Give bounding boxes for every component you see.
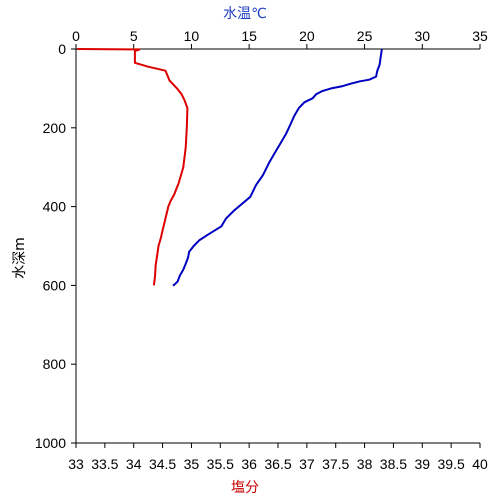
salinity-tick-label: 37.5 bbox=[322, 456, 349, 472]
depth-axis-title: 水深m bbox=[12, 237, 28, 279]
salinity-tick-label: 34.5 bbox=[149, 456, 176, 472]
depth-tick-label: 600 bbox=[43, 277, 67, 293]
salinity-tick-label: 39.5 bbox=[438, 456, 465, 472]
depth-tick-label: 0 bbox=[58, 41, 66, 57]
salinity-tick-label: 38 bbox=[357, 456, 373, 472]
salinity-tick-label: 40 bbox=[472, 456, 488, 472]
temperature-line bbox=[172, 48, 383, 287]
salinity-tick-label: 38.5 bbox=[380, 456, 407, 472]
salinity-tick-label: 36.5 bbox=[264, 456, 291, 472]
salinity-tick-label: 33.5 bbox=[91, 456, 118, 472]
temp-tick-label: 30 bbox=[414, 28, 430, 44]
salinity-tick-label: 33 bbox=[68, 456, 84, 472]
tick-labels: 0 5 10 15 20 25 30 35 33 33.5 34 34.5 35 35.5 36 36.5 37… bbox=[35, 28, 488, 472]
axes bbox=[75, 48, 480, 444]
salinity-tick-label: 35.5 bbox=[207, 456, 234, 472]
depth-tick-label: 800 bbox=[43, 356, 67, 372]
salinity-tick-label: 35 bbox=[184, 456, 200, 472]
depth-tick-label: 400 bbox=[43, 199, 67, 215]
temp-tick-label: 15 bbox=[241, 28, 257, 44]
depth-tick-label: 1000 bbox=[35, 435, 66, 451]
salinity-tick-label: 39 bbox=[414, 456, 430, 472]
temp-tick-label: 10 bbox=[184, 28, 200, 44]
temp-tick-label: 20 bbox=[299, 28, 315, 44]
salinity-axis-title: 塩分 bbox=[231, 480, 259, 496]
tick-marks bbox=[71, 44, 481, 448]
temperature-axis-title: 水温℃ bbox=[223, 6, 267, 22]
temp-tick-label: 0 bbox=[72, 28, 80, 44]
temp-tick-label: 25 bbox=[357, 28, 373, 44]
salinity-tick-label: 37 bbox=[299, 456, 315, 472]
salinity-tick-label: 36 bbox=[241, 456, 257, 472]
temp-tick-label: 35 bbox=[472, 28, 488, 44]
salinity-tick-label: 34 bbox=[126, 456, 142, 472]
depth-tick-label: 200 bbox=[43, 120, 67, 136]
series-lines bbox=[77, 48, 383, 287]
salinity-line bbox=[77, 48, 189, 286]
temp-tick-label: 5 bbox=[130, 28, 138, 44]
